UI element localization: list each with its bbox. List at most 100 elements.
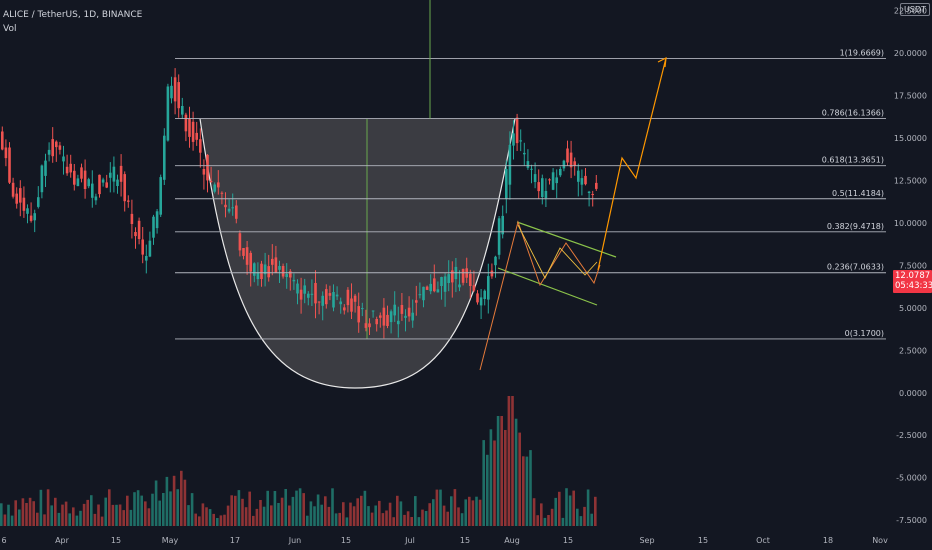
- candle-body: [119, 165, 123, 182]
- price-candles: [1, 68, 598, 339]
- price-tick: 20.0000: [894, 49, 927, 58]
- volume-bar: [378, 500, 381, 526]
- candle-body: [429, 283, 432, 292]
- volume-bar: [471, 500, 475, 526]
- volume-bar: [133, 492, 136, 526]
- candle-body: [155, 211, 159, 229]
- candle-body: [134, 232, 137, 237]
- candle-body: [490, 270, 494, 277]
- candle-body: [501, 215, 504, 235]
- candle-body: [310, 293, 314, 295]
- volume-bar: [406, 511, 410, 526]
- candle-body: [566, 148, 569, 163]
- candle-body: [285, 273, 288, 277]
- volume-bar: [147, 508, 151, 526]
- time-tick: 15: [460, 536, 470, 545]
- time-tick: Oct: [756, 536, 770, 545]
- volume-bar: [338, 512, 341, 526]
- candle-body: [418, 294, 422, 296]
- candle-body: [375, 319, 378, 325]
- candle-body: [400, 305, 404, 314]
- wave-path: [479, 220, 601, 371]
- price-tick: -2.5000: [896, 431, 927, 440]
- volume-bar: [349, 502, 352, 526]
- candle-body: [537, 182, 540, 192]
- fibonacci-levels: 1.618(29.8620)1(19.6669)0.786(16.1366)0.…: [175, 49, 886, 340]
- candle-body: [69, 163, 72, 173]
- candle-body: [116, 179, 119, 186]
- candle-body: [307, 293, 310, 298]
- volume-bar: [565, 488, 568, 526]
- volume-bar: [302, 493, 305, 526]
- candle-body: [595, 182, 598, 189]
- time-tick: May: [162, 536, 179, 545]
- candle-body: [497, 218, 501, 255]
- price-tick: 17.5000: [894, 91, 927, 100]
- candle-body: [559, 169, 562, 176]
- time-tick: 17: [230, 536, 240, 545]
- time-tick: 18: [823, 536, 833, 545]
- candle-body: [40, 165, 44, 193]
- candle-body: [58, 145, 62, 150]
- volume-bar: [439, 489, 442, 526]
- volume-bar: [403, 514, 406, 526]
- candle-body: [29, 215, 33, 221]
- candle-body: [289, 271, 292, 278]
- volume-bar: [270, 505, 273, 526]
- candle-body: [141, 239, 144, 255]
- volume-bar: [453, 489, 457, 526]
- volume-bar: [280, 497, 284, 526]
- volume-bar: [478, 499, 482, 526]
- candle-body: [55, 141, 58, 148]
- volume-bar: [435, 489, 439, 526]
- candle-body: [314, 283, 317, 304]
- candle-body: [184, 114, 188, 132]
- candle-body: [533, 174, 537, 182]
- volume-bar: [309, 501, 313, 526]
- volume-bar: [158, 500, 161, 526]
- time-tick: 15: [341, 536, 351, 545]
- volume-indicator-label[interactable]: Vol: [3, 24, 17, 34]
- volume-bar: [226, 505, 230, 526]
- candle-body: [350, 298, 353, 312]
- currency-label[interactable]: USDT: [900, 3, 930, 16]
- volume-bar: [507, 396, 511, 526]
- candle-body: [271, 258, 274, 265]
- price-tick: 2.5000: [899, 346, 927, 355]
- volume-bar: [198, 516, 201, 526]
- candle-body: [242, 248, 245, 256]
- volume-bar: [194, 513, 197, 526]
- candle-body: [1, 131, 4, 150]
- candle-body: [422, 286, 425, 301]
- volume-bar: [18, 509, 21, 526]
- candle-body: [389, 311, 393, 323]
- volume-bar: [417, 517, 421, 526]
- time-tick: Jun: [288, 536, 302, 545]
- candle-body: [458, 284, 461, 288]
- candle-body: [397, 320, 400, 325]
- volume-bar: [583, 506, 586, 526]
- candle-body: [425, 286, 429, 290]
- volume-bar: [547, 515, 550, 526]
- volume-bar: [144, 501, 147, 526]
- volume-bar: [388, 502, 392, 526]
- volume-bar: [266, 490, 269, 526]
- volume-bar: [75, 515, 79, 526]
- volume-bar: [187, 505, 190, 526]
- candle-body: [443, 276, 447, 292]
- drawings: [429, 0, 667, 371]
- price-tick: -7.5000: [896, 516, 927, 525]
- volume-bar: [518, 432, 521, 526]
- volume-bar: [273, 491, 277, 526]
- current-price-tag: 12.0787 05:43:33: [893, 270, 932, 293]
- candle-body: [551, 172, 555, 190]
- volume-bar: [460, 513, 464, 526]
- candle-body: [451, 270, 454, 283]
- candle-body: [177, 82, 180, 109]
- fib-label: 0.236(7.0633): [827, 263, 884, 272]
- candle-body: [191, 121, 195, 142]
- candle-body: [404, 315, 407, 318]
- volume-bar: [205, 507, 208, 526]
- fib-label: 0(3.1700): [845, 329, 884, 338]
